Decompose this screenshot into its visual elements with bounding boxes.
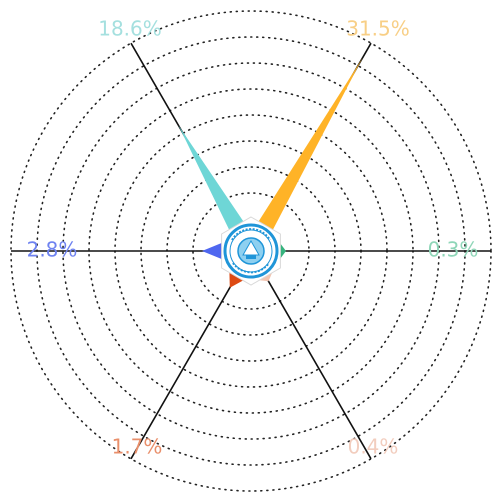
value-label: 0.3% [428, 238, 479, 262]
value-label: 0.4% [348, 435, 399, 459]
data-wedge [202, 242, 223, 260]
data-wedge [178, 125, 244, 231]
axis-line [266, 278, 372, 460]
value-label: 2.8% [27, 238, 78, 262]
value-label: 1.7% [112, 435, 163, 459]
seal-logo-icon [223, 223, 279, 279]
value-label: 18.6% [98, 17, 162, 41]
value-labels: 31.5% 0.3% 0.4% 1.7% 2.8% 18.6% [27, 17, 479, 459]
data-wedge [279, 242, 286, 260]
data-wedge [229, 271, 244, 288]
center-emblem [221, 216, 281, 286]
value-label: 31.5% [346, 17, 410, 41]
axis-line [130, 278, 236, 460]
data-wedges [178, 57, 363, 288]
data-wedge [258, 57, 363, 231]
